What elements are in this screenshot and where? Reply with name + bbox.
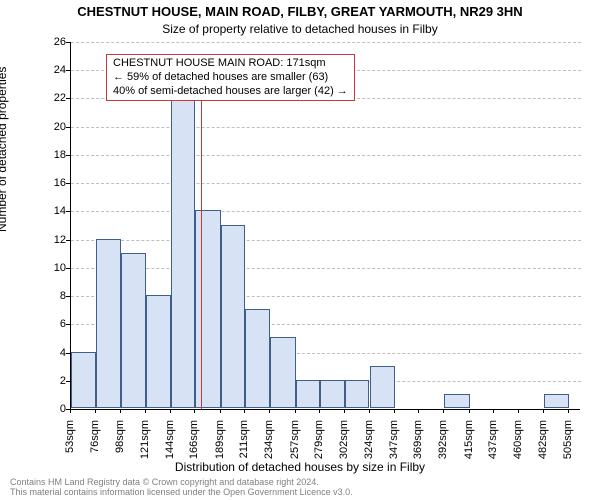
x-tick-mark (469, 409, 470, 413)
y-tick-label: 10 (36, 262, 66, 274)
gridline (71, 211, 581, 212)
gridline (71, 240, 581, 241)
annotation-line-2: ← 59% of detached houses are smaller (63… (113, 71, 348, 85)
gridline (71, 183, 581, 184)
property-marker-line (201, 98, 202, 409)
gridline (71, 127, 581, 128)
x-tick-mark (344, 409, 345, 413)
gridline (71, 155, 581, 156)
y-tick-mark (66, 70, 70, 71)
annotation-line-3: 40% of semi-detached houses are larger (… (113, 85, 348, 99)
y-tick-mark (66, 211, 70, 212)
chart-area: CHESTNUT HOUSE MAIN ROAD: 171sqm ← 59% o… (60, 42, 580, 410)
x-tick-mark (319, 409, 320, 413)
y-tick-label: 14 (36, 205, 66, 217)
y-tick-mark (66, 42, 70, 43)
x-tick-mark (518, 409, 519, 413)
histogram-bar (171, 97, 195, 408)
y-tick-mark (66, 324, 70, 325)
y-tick-mark (66, 240, 70, 241)
y-tick-label: 18 (36, 149, 66, 161)
chart-title-sub: Size of property relative to detached ho… (0, 22, 600, 36)
y-tick-label: 20 (36, 121, 66, 133)
annotation-line-1: CHESTNUT HOUSE MAIN ROAD: 171sqm (113, 57, 348, 71)
histogram-bar (320, 380, 345, 408)
footer-line-2: This material contains information licen… (10, 488, 353, 498)
y-tick-label: 26 (36, 36, 66, 48)
histogram-bar (544, 394, 569, 408)
x-tick-mark (543, 409, 544, 413)
x-tick-mark (369, 409, 370, 413)
y-tick-mark (66, 268, 70, 269)
x-tick-mark (269, 409, 270, 413)
y-tick-mark (66, 296, 70, 297)
y-tick-label: 22 (36, 92, 66, 104)
histogram-bar (370, 366, 395, 408)
x-tick-mark (493, 409, 494, 413)
x-tick-mark (568, 409, 569, 413)
y-tick-label: 8 (36, 290, 66, 302)
x-tick-mark (244, 409, 245, 413)
x-tick-mark (120, 409, 121, 413)
y-tick-label: 16 (36, 177, 66, 189)
x-tick-mark (194, 409, 195, 413)
y-tick-mark (66, 183, 70, 184)
y-tick-mark (66, 353, 70, 354)
x-tick-mark (443, 409, 444, 413)
histogram-bar (444, 394, 469, 408)
histogram-bar (221, 225, 245, 409)
x-axis-title: Distribution of detached houses by size … (0, 460, 600, 474)
gridline (71, 42, 581, 43)
x-tick-mark (295, 409, 296, 413)
y-tick-mark (66, 127, 70, 128)
histogram-bar (121, 253, 146, 408)
histogram-bar (345, 380, 369, 408)
y-tick-mark (66, 155, 70, 156)
y-tick-label: 6 (36, 318, 66, 330)
histogram-bar (96, 239, 120, 408)
x-tick-mark (394, 409, 395, 413)
x-tick-mark (95, 409, 96, 413)
y-tick-label: 12 (36, 234, 66, 246)
chart-title-main: CHESTNUT HOUSE, MAIN ROAD, FILBY, GREAT … (0, 4, 600, 19)
histogram-bar (270, 337, 295, 408)
footer-attribution: Contains HM Land Registry data © Crown c… (10, 478, 353, 498)
histogram-bar (146, 295, 171, 408)
y-tick-label: 4 (36, 347, 66, 359)
histogram-bar (245, 309, 270, 408)
y-axis-title: Number of detached properties (0, 67, 9, 232)
x-tick-mark (170, 409, 171, 413)
x-tick-mark (145, 409, 146, 413)
y-tick-label: 0 (36, 403, 66, 415)
x-tick-mark (70, 409, 71, 413)
x-tick-mark (220, 409, 221, 413)
gridline (71, 268, 581, 269)
chart-container: CHESTNUT HOUSE, MAIN ROAD, FILBY, GREAT … (0, 0, 600, 500)
y-tick-mark (66, 98, 70, 99)
x-tick-mark (418, 409, 419, 413)
histogram-bar (296, 380, 320, 408)
y-tick-label: 2 (36, 375, 66, 387)
y-tick-mark (66, 381, 70, 382)
histogram-bar (195, 210, 220, 408)
annotation-box: CHESTNUT HOUSE MAIN ROAD: 171sqm ← 59% o… (106, 54, 355, 101)
histogram-bar (71, 352, 96, 408)
y-tick-label: 24 (36, 64, 66, 76)
